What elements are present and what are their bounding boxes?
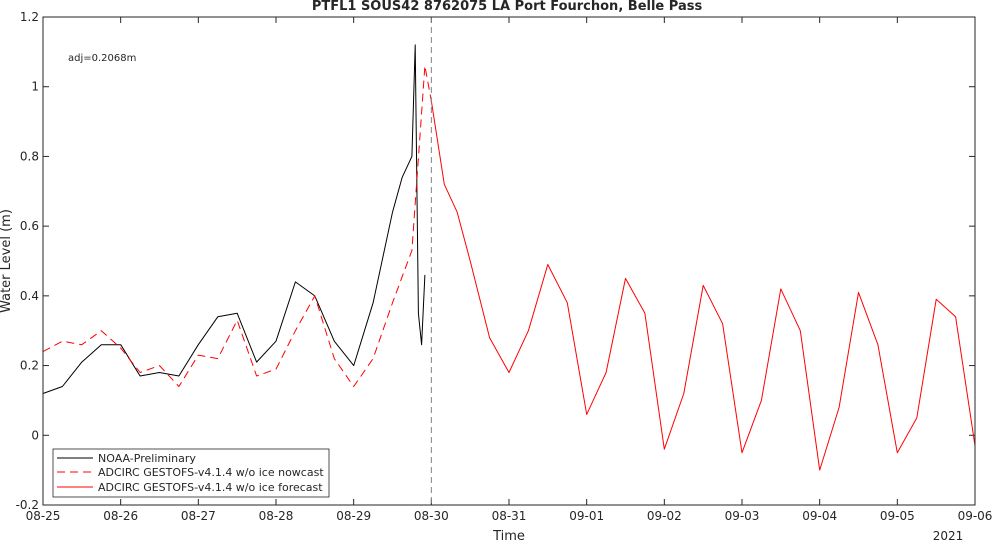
x-tick-label: 08-26 [103, 509, 138, 523]
x-tick-label: 08-27 [181, 509, 216, 523]
x-tick-label: 09-01 [569, 509, 604, 523]
x-tick-label: 09-03 [725, 509, 760, 523]
x-tick-label: 09-02 [647, 509, 682, 523]
adj-annotation: adj=0.2068m [68, 53, 136, 64]
plot-area-frame [42, 16, 976, 506]
y-tick-label: 1.2 [20, 10, 39, 24]
x-tick-label: 08-29 [336, 509, 371, 523]
chart-title: PTFL1 SOUS42 8762075 LA Port Fourchon, B… [312, 0, 703, 14]
x-tick-label: 09-04 [802, 509, 837, 523]
y-tick-label: -0.2 [16, 498, 39, 512]
y-axis-label: Water Level (m) [0, 209, 14, 313]
y-tick-label: 0.2 [20, 359, 39, 373]
x-axis-label: Time [492, 529, 525, 541]
axis-ticks: 08-25 08-26 08-27 08-28 08-29 08-30 08-31 09-01… [16, 10, 992, 523]
y-tick-label: 1 [31, 80, 39, 94]
legend: NOAA-Preliminary ADCIRC GESTOFS-v4.1.4 w… [52, 448, 330, 498]
x-tick-label: 09-06 [958, 509, 992, 523]
x-tick-label: 08-28 [259, 509, 294, 523]
legend-label-forecast: ADCIRC GESTOFS-v4.1.4 w/o ice forecast [98, 481, 323, 494]
legend-box [52, 448, 330, 498]
legend-label-noaa: NOAA-Preliminary [98, 452, 196, 465]
x-tick-label: 09-05 [880, 509, 915, 523]
legend-label-nowcast: ADCIRC GESTOFS-v4.1.4 w/o ice nowcast [98, 466, 324, 479]
x-tick-label: 08-31 [492, 509, 527, 523]
series-noaa-preliminary [42, 44, 426, 394]
y-tick-label: 0.8 [20, 149, 39, 163]
y-tick-label: 0.4 [20, 289, 39, 303]
series-adcirc-nowcast [42, 65, 432, 387]
x-tick-label: 08-30 [414, 509, 449, 523]
y-tick-label: 0 [31, 428, 39, 442]
x-tick-label: 08-25 [26, 509, 61, 523]
series-layer [42, 44, 976, 471]
series-adcirc-forecast [430, 100, 976, 471]
year-label: 2021 [933, 529, 964, 541]
y-tick-label: 0.6 [20, 219, 39, 233]
